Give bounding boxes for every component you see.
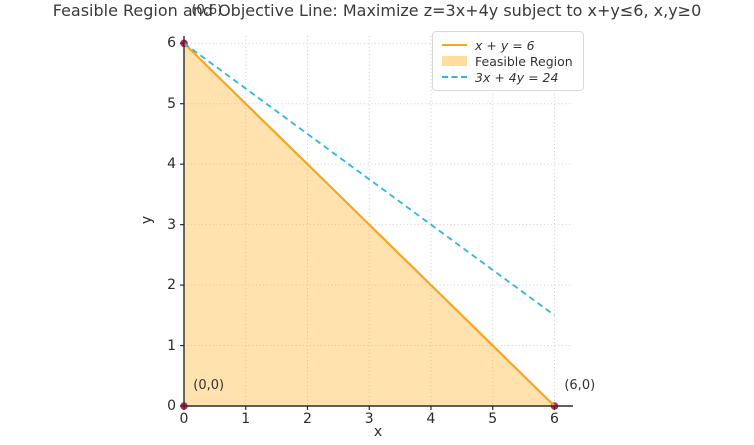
legend-entry: Feasible Region: [442, 53, 573, 69]
vertex-annotation: (0,6): [191, 2, 223, 18]
legend: x + y = 6 Feasible Region 3x + 4y = 24: [432, 31, 584, 91]
legend-entry-label: Feasible Region: [475, 53, 573, 69]
x-tick-label: 6: [550, 411, 559, 427]
constraint-line: [183, 42, 556, 407]
x-tick-label: 3: [364, 411, 374, 427]
legend-line-dashed-swatch: [442, 76, 467, 78]
legend-entry: x + y = 6: [442, 37, 573, 53]
vertex-annotation: (6,0): [564, 378, 596, 394]
x-tick-label: 2: [303, 411, 312, 427]
x-tick-label: 0: [179, 411, 189, 427]
x-tick-label: 1: [241, 411, 251, 427]
x-axis-label: x: [373, 424, 383, 440]
vertex-annotation: (0,0): [193, 378, 225, 394]
x-tick-label: 5: [488, 411, 498, 427]
legend-patch-swatch: [442, 56, 467, 66]
y-tick-label: 5: [167, 95, 176, 112]
legend-entry: 3x + 4y = 24: [442, 69, 573, 85]
y-tick-label: 1: [167, 337, 176, 354]
legend-entry-label: x + y = 6: [475, 37, 535, 53]
x-tick-label: 4: [426, 411, 436, 427]
y-tick-label: 6: [167, 35, 176, 52]
y-tick-label: 3: [167, 216, 176, 233]
feasible-region-fill: [184, 43, 555, 406]
legend-line-solid-swatch: [442, 44, 467, 46]
y-tick-label: 0: [167, 398, 176, 414]
legend-entry-label: 3x + 4y = 24: [475, 69, 559, 85]
y-axis-label: y: [139, 215, 155, 225]
y-tick-label: 4: [167, 156, 176, 173]
objective-line: [183, 42, 556, 317]
chart-title: Feasible Region and Objective Line: Maxi…: [52, 1, 702, 20]
y-tick-label: 2: [167, 277, 176, 294]
